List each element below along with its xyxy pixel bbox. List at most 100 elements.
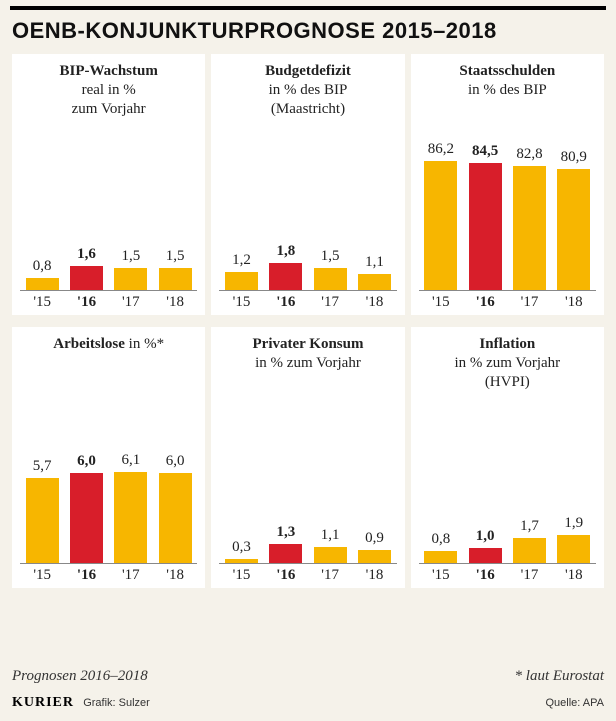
bar-chart: 0,81,61,51,5 bbox=[18, 140, 199, 290]
footnote-right: * laut Eurostat bbox=[515, 668, 604, 685]
bar-column: 1,5 bbox=[154, 248, 197, 291]
bar-column: 1,5 bbox=[309, 248, 352, 291]
bar-value-label: 5,7 bbox=[33, 458, 52, 475]
bar-column: 82,8 bbox=[508, 146, 551, 290]
bar-column: 1,9 bbox=[553, 515, 596, 564]
bar-value-label: 0,3 bbox=[232, 539, 251, 556]
graphic-credit: Grafik: Sulzer bbox=[83, 697, 150, 709]
bar-value-label: 1,8 bbox=[276, 243, 295, 260]
bar-column: 0,3 bbox=[220, 539, 263, 564]
chart-panel: Privater Konsumin % zum Vorjahr0,31,31,1… bbox=[211, 327, 404, 588]
chart-panel: BIP-Wachstumreal in %zum Vorjahr 0,8 1,6 1,… bbox=[12, 54, 205, 315]
bar-column: 86,2 bbox=[420, 141, 463, 290]
bar-value-label: 0,8 bbox=[33, 258, 52, 275]
bar bbox=[114, 472, 147, 564]
x-tick-label: '16 bbox=[65, 567, 108, 584]
bar-value-label: 1,5 bbox=[321, 248, 340, 265]
x-axis-labels: '15'16'17'18 bbox=[18, 291, 199, 311]
bar-column: 80,9 bbox=[553, 149, 596, 290]
x-tick-label: '15 bbox=[21, 294, 64, 311]
footnote-left: Prognosen 2016–2018 bbox=[12, 668, 148, 685]
bar-column: 84,5 bbox=[464, 143, 507, 290]
x-tick-label: '17 bbox=[309, 567, 352, 584]
bar bbox=[269, 263, 302, 290]
bar-value-label: 1,1 bbox=[365, 254, 384, 271]
x-tick-label: '18 bbox=[553, 294, 596, 311]
panel-title: Arbeitslose in %* bbox=[18, 335, 199, 413]
bar-chart: 0,8 1,0 1,7 1,9 bbox=[417, 413, 598, 563]
chart-panel: Staatsschuldenin % des BIP86,284,582,880… bbox=[411, 54, 604, 315]
bar-value-label: 86,2 bbox=[428, 141, 454, 158]
x-tick-label: '18 bbox=[353, 567, 396, 584]
bar bbox=[269, 544, 302, 564]
bar-value-label: 1,6 bbox=[77, 246, 96, 263]
bar bbox=[159, 473, 192, 563]
bar-chart: 86,2 84,5 82,8 80,9 bbox=[417, 140, 598, 290]
x-tick-label: '17 bbox=[110, 567, 153, 584]
bar bbox=[469, 163, 502, 290]
bar-column: 5,7 bbox=[21, 458, 64, 564]
x-tick-label: '15 bbox=[420, 567, 463, 584]
bar bbox=[225, 272, 258, 290]
panel-title: Inflationin % zum Vorjahr(HVPI) bbox=[417, 335, 598, 413]
x-axis-labels: '15'16'17'18 bbox=[417, 291, 598, 311]
x-tick-label: '15 bbox=[420, 294, 463, 311]
bar-value-label: 1,7 bbox=[520, 518, 539, 535]
x-tick-label: '15 bbox=[220, 294, 263, 311]
bar-column: 0,8 bbox=[420, 531, 463, 563]
bar-column: 1,8 bbox=[265, 243, 308, 290]
bar bbox=[358, 274, 391, 291]
brand-logo: KURIER bbox=[12, 695, 74, 710]
x-tick-label: '18 bbox=[154, 567, 197, 584]
bar-column: 6,0 bbox=[65, 453, 108, 563]
bar bbox=[26, 478, 59, 564]
x-tick-label: '17 bbox=[508, 567, 551, 584]
bar bbox=[314, 268, 347, 291]
x-tick-label: '18 bbox=[553, 567, 596, 584]
x-tick-label: '16 bbox=[464, 294, 507, 311]
bar bbox=[424, 161, 457, 290]
bar-column: 0,9 bbox=[353, 530, 396, 564]
bar-value-label: 1,5 bbox=[166, 248, 185, 265]
bar bbox=[26, 278, 59, 290]
bar-value-label: 0,9 bbox=[365, 530, 384, 547]
bar-value-label: 6,0 bbox=[77, 453, 96, 470]
x-tick-label: '16 bbox=[265, 567, 308, 584]
x-axis-labels: '15'16'17'18 bbox=[217, 564, 398, 584]
bar-column: 1,7 bbox=[508, 518, 551, 564]
bar-column: 6,0 bbox=[154, 453, 197, 563]
bar-value-label: 1,9 bbox=[564, 515, 583, 532]
x-tick-label: '18 bbox=[154, 294, 197, 311]
bar-column: 1,6 bbox=[65, 246, 108, 290]
bar-value-label: 1,0 bbox=[476, 528, 495, 545]
panel-title: Privater Konsumin % zum Vorjahr bbox=[217, 335, 398, 413]
bar bbox=[424, 551, 457, 563]
chart-panel: Inflationin % zum Vorjahr(HVPI) 0,8 1,0 1,7… bbox=[411, 327, 604, 588]
panel-title: BIP-Wachstumreal in %zum Vorjahr bbox=[18, 62, 199, 140]
bar-value-label: 6,0 bbox=[166, 453, 185, 470]
bar-value-label: 80,9 bbox=[561, 149, 587, 166]
x-axis-labels: '15'16'17'18 bbox=[417, 564, 598, 584]
x-tick-label: '18 bbox=[353, 294, 396, 311]
bar bbox=[557, 169, 590, 290]
bar-value-label: 1,2 bbox=[232, 252, 251, 269]
bar bbox=[114, 268, 147, 291]
bar bbox=[159, 268, 192, 291]
bar-chart: 1,2 1,8 1,5 1,1 bbox=[217, 140, 398, 290]
bar-chart: 0,31,31,10,9 bbox=[217, 413, 398, 563]
x-tick-label: '17 bbox=[309, 294, 352, 311]
x-tick-label: '16 bbox=[464, 567, 507, 584]
bar-value-label: 1,3 bbox=[276, 524, 295, 541]
chart-grid: BIP-Wachstumreal in %zum Vorjahr 0,8 1,6 1,… bbox=[0, 54, 616, 588]
source-credit: Quelle: APA bbox=[546, 697, 605, 709]
bar-value-label: 84,5 bbox=[472, 143, 498, 160]
x-tick-label: '17 bbox=[110, 294, 153, 311]
bar bbox=[513, 166, 546, 290]
bar-column: 1,1 bbox=[353, 254, 396, 291]
bar bbox=[358, 550, 391, 564]
bar-column: 0,8 bbox=[21, 258, 64, 290]
bar-column: 6,1 bbox=[110, 452, 153, 564]
bar-column: 1,0 bbox=[464, 528, 507, 563]
bar bbox=[557, 535, 590, 564]
x-tick-label: '16 bbox=[265, 294, 308, 311]
